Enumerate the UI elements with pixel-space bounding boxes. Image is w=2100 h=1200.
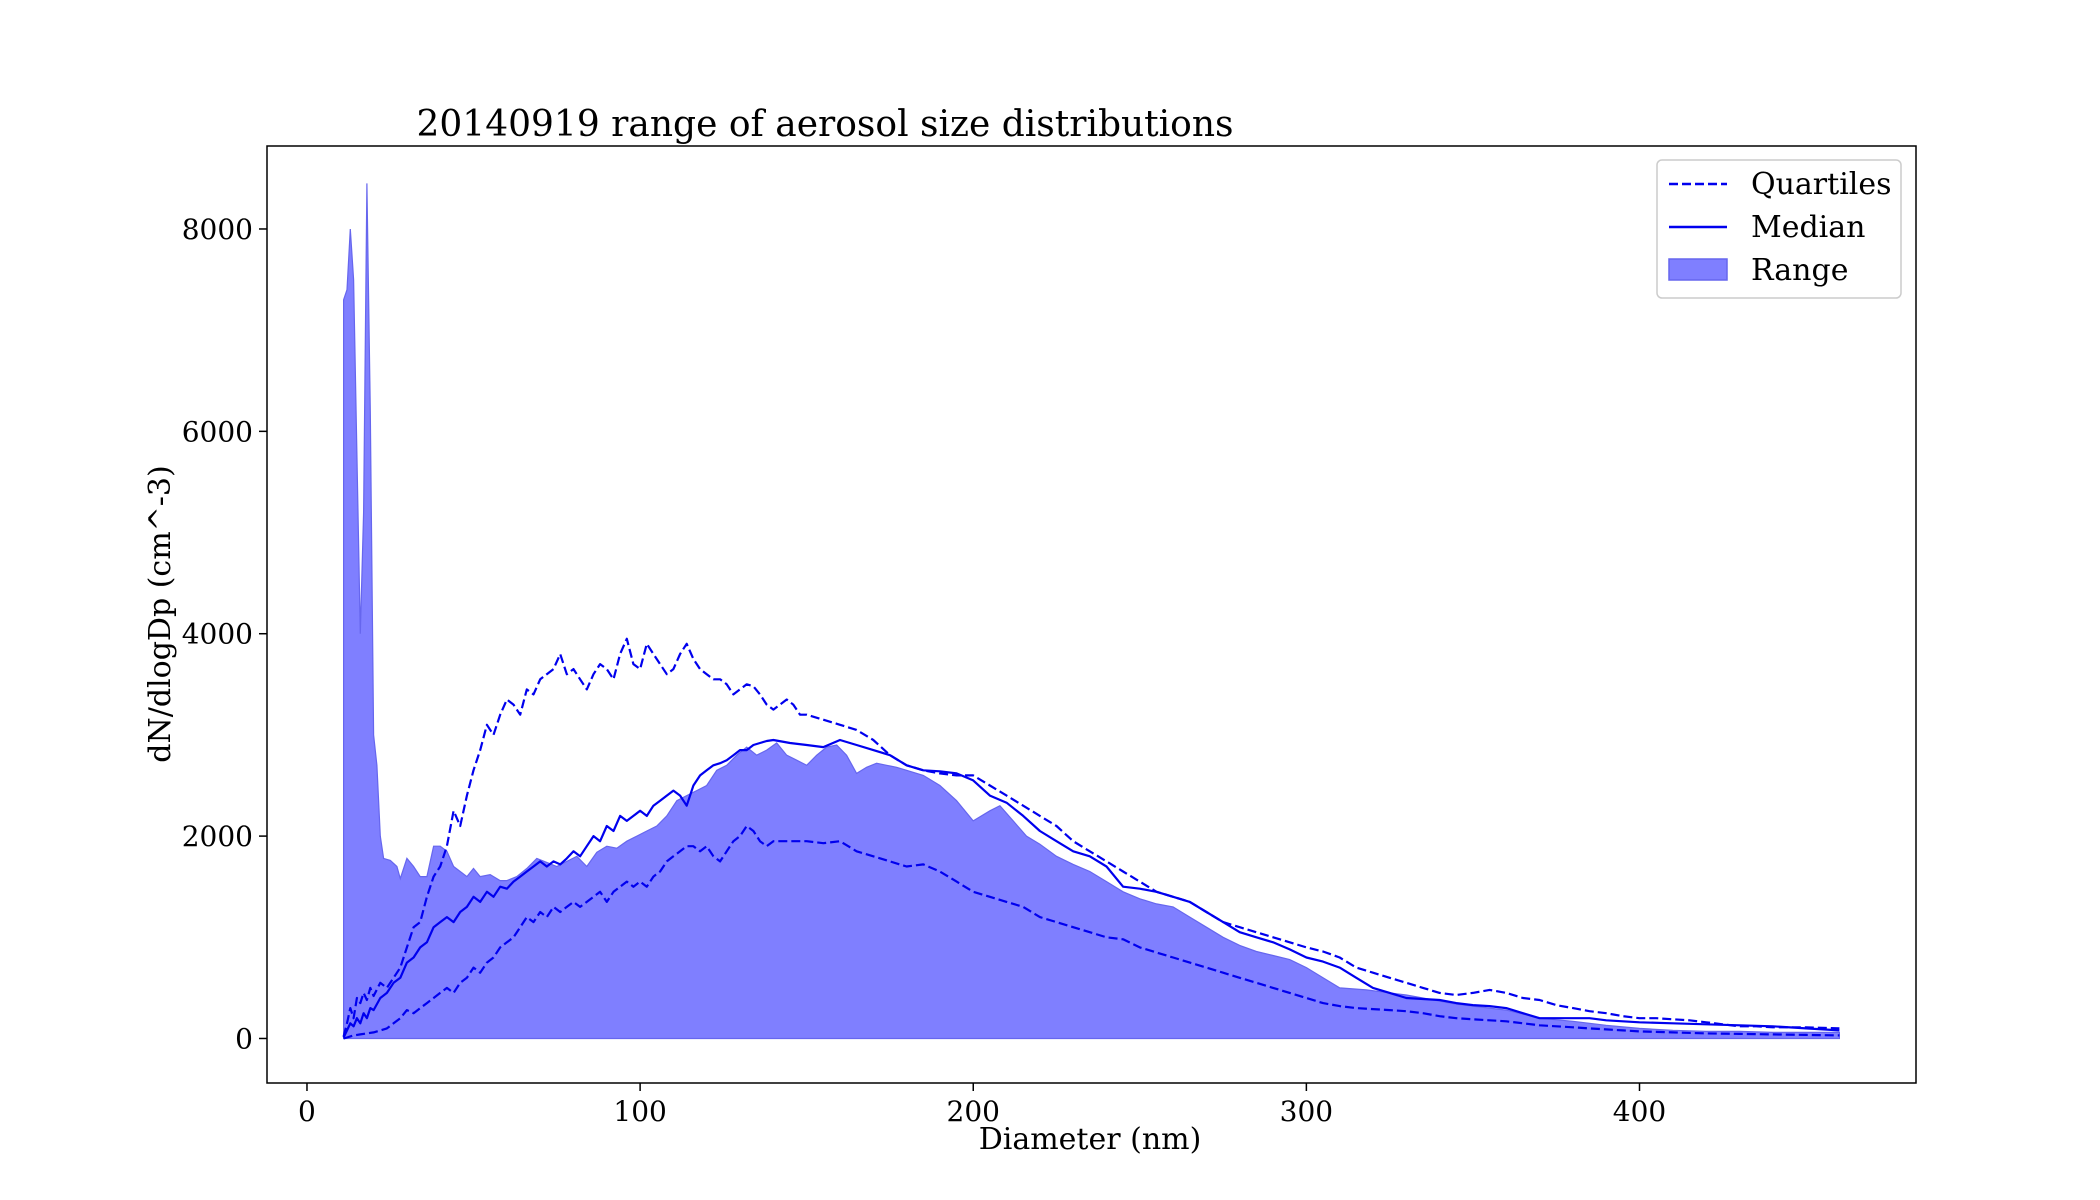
x-axis-label: Diameter (nm) [979,1122,1202,1157]
x-tick-label: 100 [613,1095,666,1128]
y-tick-label: 2000 [182,820,253,853]
series-median-line [342,738,1840,1038]
legend-label-median: Median [1751,210,1865,245]
y-tick-label: 0 [235,1022,253,1055]
legend-label-range: Range [1751,253,1848,288]
plot-frame [266,145,1917,1084]
series-lower-quartile-line [343,824,1840,1040]
x-tick-label: 200 [947,1095,1000,1128]
y-axis-label: dN/dlogDp (cm^-3) [143,465,178,762]
legend-label-quartiles: Quartiles [1751,167,1892,202]
x-tick-label: 300 [1280,1095,1333,1128]
y-tick-label: 4000 [182,618,253,651]
x-tick-label: 400 [1613,1095,1666,1128]
legend-swatch-range [1668,258,1728,281]
plot-area [342,183,1841,1040]
x-axis: 0 100 200 300 400 [298,1083,1666,1128]
y-tick-label: 6000 [182,415,253,448]
chart-title: 20140919 range of aerosol size distribut… [417,104,1234,145]
y-tick-label: 8000 [182,213,253,246]
x-tick-label: 0 [298,1095,316,1128]
series-upper-quartile-line [342,637,1840,1037]
legend: Quartiles Median Range [1656,159,1902,299]
y-axis: 0 2000 4000 6000 8000 [182,213,267,1055]
series-range-area [343,183,1841,1040]
